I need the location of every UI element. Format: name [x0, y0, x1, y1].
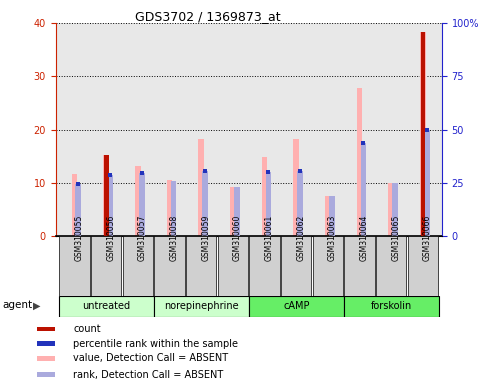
FancyBboxPatch shape — [123, 236, 153, 296]
Text: rank, Detection Call = ABSENT: rank, Detection Call = ABSENT — [73, 369, 223, 380]
Text: GSM310064: GSM310064 — [360, 215, 369, 261]
Bar — [71, 174, 77, 236]
Text: norepinephrine: norepinephrine — [164, 301, 239, 311]
Text: GSM310059: GSM310059 — [201, 215, 210, 261]
Text: GSM310060: GSM310060 — [233, 215, 242, 261]
FancyBboxPatch shape — [408, 236, 438, 296]
FancyBboxPatch shape — [313, 236, 343, 296]
FancyBboxPatch shape — [91, 236, 121, 296]
Text: agent: agent — [2, 300, 32, 310]
Bar — [38, 341, 55, 346]
Bar — [266, 172, 271, 236]
Bar — [230, 187, 236, 236]
FancyBboxPatch shape — [218, 236, 248, 296]
Bar — [38, 356, 55, 361]
Bar — [107, 175, 113, 236]
Bar — [38, 372, 55, 377]
Bar — [59, 296, 154, 317]
Bar — [139, 173, 144, 236]
Bar — [135, 166, 141, 236]
Bar — [420, 32, 426, 236]
Text: GSM310066: GSM310066 — [423, 215, 432, 261]
Bar — [103, 155, 109, 236]
Bar — [202, 171, 208, 236]
Bar — [75, 184, 81, 236]
Bar — [325, 196, 331, 236]
Bar — [360, 143, 366, 236]
Bar — [293, 139, 299, 236]
Text: GSM310062: GSM310062 — [296, 215, 305, 261]
Bar — [388, 183, 394, 236]
Text: percentile rank within the sample: percentile rank within the sample — [73, 339, 238, 349]
Text: GSM310058: GSM310058 — [170, 215, 179, 261]
Bar — [392, 184, 398, 236]
FancyBboxPatch shape — [186, 236, 216, 296]
Text: cAMP: cAMP — [283, 301, 310, 311]
Text: GSM310057: GSM310057 — [138, 215, 147, 261]
Bar — [170, 181, 176, 236]
Bar — [424, 129, 429, 236]
Text: GSM310055: GSM310055 — [74, 215, 84, 261]
Bar — [344, 296, 439, 317]
Bar — [421, 32, 426, 236]
Text: value, Detection Call = ABSENT: value, Detection Call = ABSENT — [73, 353, 228, 364]
Text: forskolin: forskolin — [370, 301, 412, 311]
FancyBboxPatch shape — [59, 236, 90, 296]
FancyBboxPatch shape — [344, 236, 375, 296]
FancyBboxPatch shape — [376, 236, 407, 296]
FancyBboxPatch shape — [249, 236, 280, 296]
Bar — [38, 326, 55, 331]
Bar — [154, 296, 249, 317]
Bar — [234, 187, 240, 236]
Bar — [329, 196, 335, 236]
FancyBboxPatch shape — [281, 236, 312, 296]
Text: GSM310056: GSM310056 — [106, 215, 115, 261]
Bar — [262, 157, 268, 236]
Text: untreated: untreated — [82, 301, 130, 311]
Bar — [249, 296, 344, 317]
Bar — [357, 88, 362, 236]
Bar — [104, 155, 109, 236]
Bar — [167, 180, 172, 236]
Bar — [297, 171, 303, 236]
Text: GSM310061: GSM310061 — [265, 215, 273, 261]
Text: GSM310063: GSM310063 — [328, 215, 337, 261]
Text: count: count — [73, 324, 100, 334]
FancyBboxPatch shape — [155, 236, 185, 296]
Text: ▶: ▶ — [32, 300, 40, 310]
Bar — [199, 139, 204, 236]
Text: GSM310065: GSM310065 — [391, 215, 400, 261]
Text: GDS3702 / 1369873_at: GDS3702 / 1369873_at — [135, 10, 281, 23]
